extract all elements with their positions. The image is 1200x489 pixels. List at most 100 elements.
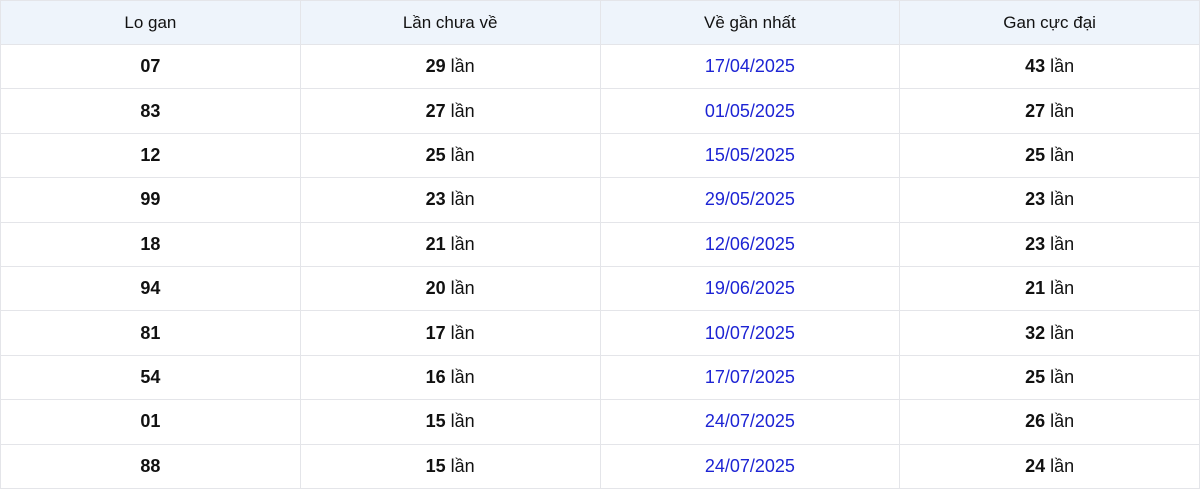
gan-cuc-dai-cell: 26 lần <box>899 399 1200 445</box>
ve-gan-nhat-cell: 24/07/2025 <box>599 399 901 445</box>
gan-cuc-dai-cell: 32 lần <box>899 310 1200 356</box>
gan-cuc-dai-cell: 27 lần <box>899 88 1200 134</box>
lan-chua-ve-unit-label: lần <box>450 56 475 77</box>
lan-chua-ve-count: 29 <box>425 56 446 77</box>
ve-gan-nhat-cell: 19/06/2025 <box>599 265 901 312</box>
table-row: 07 29 lần 17/04/2025 43 lần <box>0 43 1200 90</box>
lan-chua-ve-unit-label: lần <box>450 278 475 299</box>
column-header-lan-chua-ve: Lần chưa về <box>299 0 601 45</box>
date-link[interactable]: 17/07/2025 <box>704 366 795 387</box>
gan-cuc-dai-count: 24 <box>1025 455 1046 476</box>
gan-cuc-dai-unit-label: lần <box>1050 366 1075 387</box>
column-header-lo-gan: Lo gan <box>0 0 301 45</box>
table-row: 12 25 lần 15/05/2025 25 lần <box>0 132 1200 179</box>
gan-cuc-dai-count: 27 <box>1025 100 1046 121</box>
gan-cuc-dai-unit-label: lần <box>1050 189 1075 210</box>
gan-cuc-dai-count: 21 <box>1025 278 1046 299</box>
lan-chua-ve-count: 15 <box>425 455 446 476</box>
table-row: 01 15 lần 24/07/2025 26 lần <box>0 399 1200 445</box>
gan-cuc-dai-cell: 25 lần <box>899 354 1200 401</box>
lan-chua-ve-count: 20 <box>425 278 446 299</box>
gan-cuc-dai-unit-label: lần <box>1050 144 1075 165</box>
lo-gan-number: 01 <box>140 411 161 432</box>
gan-cuc-dai-cell: 25 lần <box>899 132 1200 179</box>
lan-chua-ve-cell: 29 lần <box>299 43 601 90</box>
lo-gan-cell: 94 <box>0 265 301 312</box>
gan-cuc-dai-unit-label: lần <box>1050 233 1075 254</box>
ve-gan-nhat-cell: 24/07/2025 <box>599 443 901 489</box>
lan-chua-ve-cell: 27 lần <box>299 88 601 134</box>
gan-cuc-dai-count: 43 <box>1025 56 1046 77</box>
lo-gan-number: 18 <box>140 233 161 254</box>
lo-gan-cell: 18 <box>0 221 301 267</box>
ve-gan-nhat-cell: 29/05/2025 <box>599 177 901 223</box>
lo-gan-number: 83 <box>140 100 161 121</box>
lan-chua-ve-count: 21 <box>425 233 446 254</box>
lan-chua-ve-unit-label: lần <box>450 366 475 387</box>
date-link[interactable]: 24/07/2025 <box>704 411 795 432</box>
lan-chua-ve-unit-label: lần <box>450 100 475 121</box>
lan-chua-ve-cell: 15 lần <box>299 399 601 445</box>
header-row: Lo gan Lần chưa về Về gần nhất Gan cực đ… <box>0 0 1200 45</box>
lo-gan-number: 81 <box>140 322 161 343</box>
lan-chua-ve-cell: 15 lần <box>299 443 601 489</box>
lan-chua-ve-count: 23 <box>425 189 446 210</box>
gan-cuc-dai-unit-label: lần <box>1050 322 1075 343</box>
lan-chua-ve-cell: 16 lần <box>299 354 601 401</box>
date-link[interactable]: 12/06/2025 <box>704 233 795 254</box>
gan-cuc-dai-cell: 43 lần <box>899 43 1200 90</box>
lan-chua-ve-count: 16 <box>425 366 446 387</box>
ve-gan-nhat-cell: 15/05/2025 <box>599 132 901 179</box>
date-link[interactable]: 19/06/2025 <box>704 278 795 299</box>
date-link[interactable]: 17/04/2025 <box>704 56 795 77</box>
lo-gan-cell: 88 <box>0 443 301 489</box>
lo-gan-number: 07 <box>140 56 161 77</box>
table-row: 94 20 lần 19/06/2025 21 lần <box>0 265 1200 312</box>
ve-gan-nhat-cell: 10/07/2025 <box>599 310 901 356</box>
lo-gan-cell: 54 <box>0 354 301 401</box>
lo-gan-number: 54 <box>140 366 161 387</box>
lo-gan-cell: 12 <box>0 132 301 179</box>
gan-cuc-dai-count: 32 <box>1025 322 1046 343</box>
column-header-ve-gan-nhat: Về gần nhất <box>599 0 901 45</box>
ve-gan-nhat-cell: 17/07/2025 <box>599 354 901 401</box>
lo-gan-cell: 81 <box>0 310 301 356</box>
date-link[interactable]: 15/05/2025 <box>704 144 795 165</box>
lo-gan-number: 94 <box>140 278 161 299</box>
gan-cuc-dai-unit-label: lần <box>1050 100 1075 121</box>
table-row: 81 17 lần 10/07/2025 32 lần <box>0 310 1200 356</box>
ve-gan-nhat-cell: 17/04/2025 <box>599 43 901 90</box>
lan-chua-ve-unit-label: lần <box>450 322 475 343</box>
table-row: 83 27 lần 01/05/2025 27 lần <box>0 88 1200 134</box>
lo-gan-number: 12 <box>140 144 161 165</box>
lan-chua-ve-cell: 17 lần <box>299 310 601 356</box>
lan-chua-ve-cell: 21 lần <box>299 221 601 267</box>
lo-gan-cell: 01 <box>0 399 301 445</box>
lan-chua-ve-cell: 25 lần <box>299 132 601 179</box>
date-link[interactable]: 29/05/2025 <box>704 189 795 210</box>
gan-cuc-dai-count: 25 <box>1025 366 1046 387</box>
table-header: Lo gan Lần chưa về Về gần nhất Gan cực đ… <box>0 0 1200 45</box>
date-link[interactable]: 01/05/2025 <box>704 100 795 121</box>
gan-cuc-dai-count: 23 <box>1025 233 1046 254</box>
lan-chua-ve-count: 15 <box>425 411 446 432</box>
lan-chua-ve-cell: 23 lần <box>299 177 601 223</box>
gan-cuc-dai-count: 25 <box>1025 144 1046 165</box>
lan-chua-ve-cell: 20 lần <box>299 265 601 312</box>
gan-cuc-dai-count: 26 <box>1025 411 1046 432</box>
gan-cuc-dai-unit-label: lần <box>1050 278 1075 299</box>
gan-cuc-dai-count: 23 <box>1025 189 1046 210</box>
lan-chua-ve-unit-label: lần <box>450 411 475 432</box>
lan-chua-ve-unit-label: lần <box>450 144 475 165</box>
lo-gan-cell: 07 <box>0 43 301 90</box>
lo-gan-number: 88 <box>140 455 161 476</box>
ve-gan-nhat-cell: 12/06/2025 <box>599 221 901 267</box>
date-link[interactable]: 10/07/2025 <box>704 322 795 343</box>
gan-cuc-dai-cell: 23 lần <box>899 221 1200 267</box>
table-row: 88 15 lần 24/07/2025 24 lần <box>0 443 1200 489</box>
date-link[interactable]: 24/07/2025 <box>704 455 795 476</box>
gan-cuc-dai-cell: 21 lần <box>899 265 1200 312</box>
table-row: 18 21 lần 12/06/2025 23 lần <box>0 221 1200 267</box>
lan-chua-ve-unit-label: lần <box>450 189 475 210</box>
